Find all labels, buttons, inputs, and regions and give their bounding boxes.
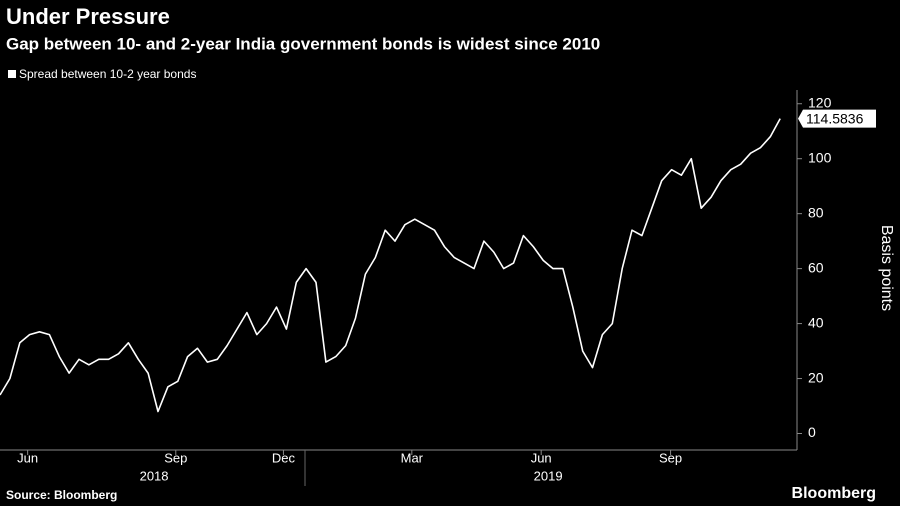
year-label: 2018 bbox=[140, 468, 169, 483]
y-tick-label: 20 bbox=[808, 369, 824, 385]
year-label: 2019 bbox=[534, 468, 563, 483]
y-axis-label: Basis points bbox=[878, 225, 895, 311]
x-tick-label: Jun bbox=[531, 450, 552, 465]
chart-title: Under Pressure bbox=[6, 4, 170, 29]
y-tick-label: 120 bbox=[808, 94, 832, 110]
y-tick-label: 80 bbox=[808, 204, 824, 220]
data-line bbox=[0, 118, 781, 413]
x-tick-label: Sep bbox=[164, 450, 187, 465]
y-tick-label: 100 bbox=[808, 149, 832, 165]
source: Source: Bloomberg bbox=[6, 488, 117, 502]
x-tick-label: Sep bbox=[659, 450, 682, 465]
last-value-box bbox=[798, 109, 876, 128]
y-tick-label: 0 bbox=[808, 424, 816, 440]
x-tick-label: Mar bbox=[401, 450, 424, 465]
legend-swatch bbox=[8, 70, 16, 78]
y-tick-label: 60 bbox=[808, 259, 824, 275]
x-tick-label: Dec bbox=[272, 450, 296, 465]
y-tick-label: 40 bbox=[808, 314, 824, 330]
legend-label: Spread between 10-2 year bonds bbox=[19, 67, 196, 81]
brand: Bloomberg bbox=[792, 485, 876, 502]
x-tick-label: Jun bbox=[17, 450, 38, 465]
chart-subtitle: Gap between 10- and 2-year India governm… bbox=[6, 34, 600, 53]
last-value-label: 114.5836 bbox=[806, 110, 864, 126]
